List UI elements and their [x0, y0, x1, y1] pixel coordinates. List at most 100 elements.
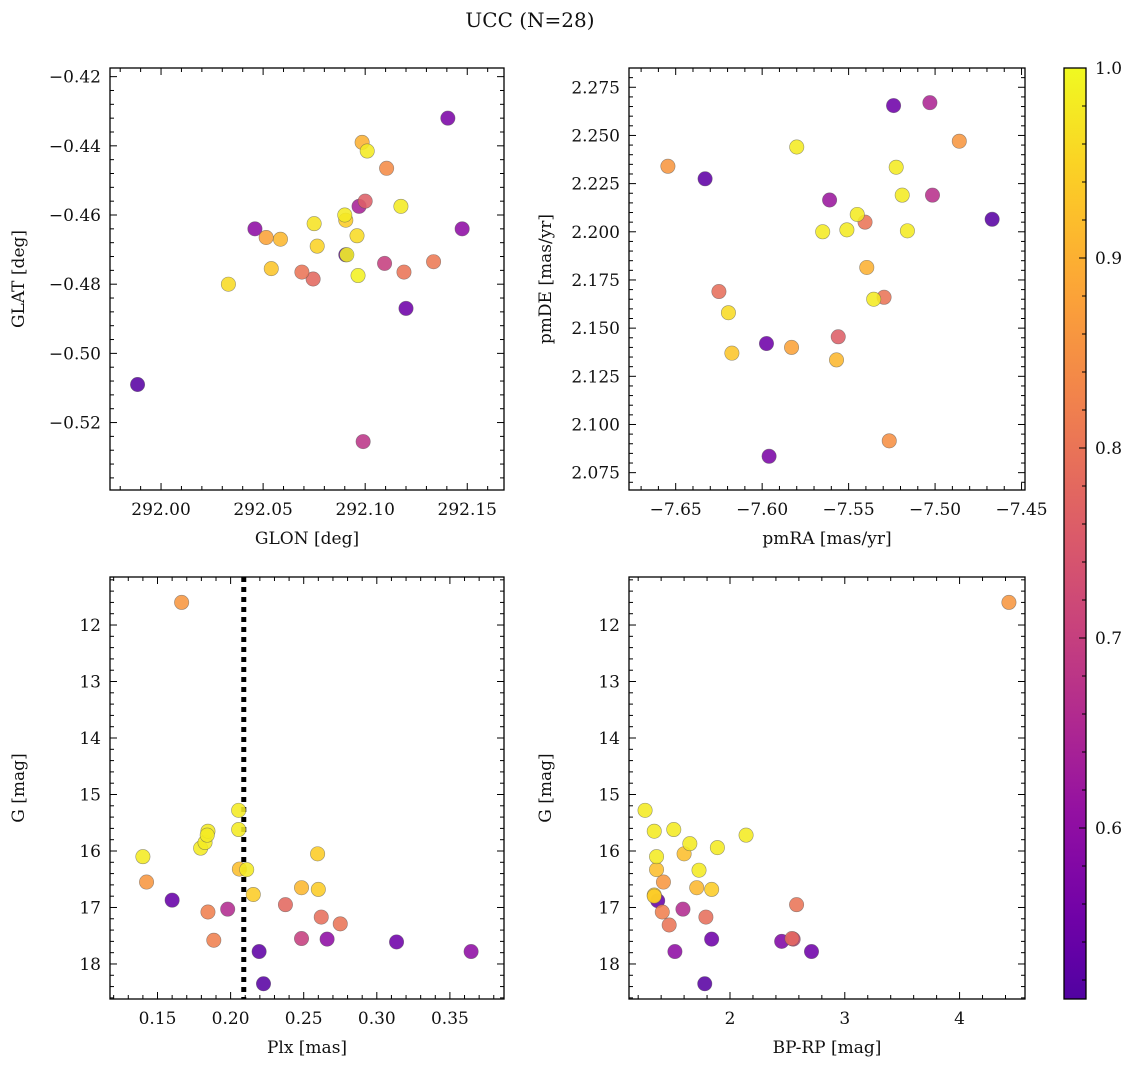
data-point [332, 916, 348, 932]
figure-title: UCC (N=28) [465, 8, 594, 32]
y-tick-label: 14 [598, 729, 620, 749]
data-point [761, 448, 777, 464]
colorbar-tick-label: 0.8 [1095, 439, 1122, 459]
y-tick-label: 12 [79, 616, 101, 636]
x-axis-label: pmRA [mas/yr] [762, 529, 891, 549]
data-point [200, 904, 216, 920]
y-tick-label: 13 [79, 673, 101, 693]
data-point [164, 892, 180, 908]
data-point [306, 216, 322, 232]
data-point [258, 229, 274, 245]
x-tick-label: 0.30 [358, 1009, 396, 1029]
scatter-panel-1: 292.00 292.05 292.10 292.15 −0.52 −0.50 −0.48 −… [9, 67, 505, 549]
colorbar-tick-label: 0.9 [1095, 249, 1122, 269]
data-point [313, 909, 329, 925]
data-point [130, 376, 146, 392]
data-point [239, 862, 255, 878]
x-tick-label: 0.35 [431, 1009, 469, 1029]
data-point [709, 840, 725, 856]
y-tick-label: 2.125 [571, 367, 620, 387]
data-point [251, 944, 267, 960]
axes-frame [628, 67, 1026, 491]
data-point [822, 192, 838, 208]
x-axis-label: BP-RP [mag] [773, 1038, 882, 1058]
data-point [789, 139, 805, 155]
data-point [984, 211, 1000, 227]
y-tick-label: 2.175 [571, 271, 620, 291]
data-point [349, 228, 365, 244]
x-tick-label: −7.60 [736, 500, 788, 520]
data-point [337, 207, 353, 223]
data-point [294, 931, 310, 947]
x-tick-label: −7.65 [650, 500, 702, 520]
y-axis-label: G [mag] [536, 753, 556, 822]
data-point [666, 822, 682, 838]
data-point [691, 862, 707, 878]
data-point [667, 944, 683, 960]
data-point [398, 300, 414, 316]
data-point [859, 259, 875, 275]
plot-area [660, 95, 1000, 464]
x-tick-label: 4 [954, 1009, 965, 1029]
y-tick-label: 17 [598, 898, 620, 918]
x-tick-label: −7.50 [909, 500, 961, 520]
y-tick-label: 2.275 [571, 78, 620, 98]
axis-ticks [629, 577, 1025, 999]
data-point [135, 849, 151, 865]
data-point [649, 849, 665, 865]
data-point [355, 434, 371, 450]
data-point [277, 897, 293, 913]
data-point [689, 880, 705, 896]
data-point [637, 802, 653, 818]
y-tick-label: 16 [598, 842, 620, 862]
data-point [675, 901, 691, 917]
data-point [463, 944, 479, 960]
data-point [661, 917, 677, 933]
data-point [319, 931, 335, 947]
axes-frame [109, 576, 505, 1000]
colorbar-tick-label: 0.6 [1095, 819, 1122, 839]
y-tick-label: 18 [79, 955, 101, 975]
axes-frame [628, 576, 1026, 1000]
data-point [199, 827, 215, 843]
data-point [350, 268, 366, 284]
data-point [339, 247, 355, 263]
y-tick-label: 12 [598, 616, 620, 636]
axis-ticks [110, 68, 504, 490]
data-point [309, 238, 325, 254]
y-tick-label: −0.48 [49, 275, 101, 295]
y-tick-label: 15 [79, 785, 101, 805]
data-point [789, 897, 805, 913]
y-axis-label: pmDE [mas/yr] [536, 214, 556, 344]
data-point [396, 264, 412, 280]
data-point [758, 336, 774, 352]
data-point [830, 329, 846, 345]
data-point [646, 823, 662, 839]
data-point [724, 345, 740, 361]
data-point [310, 846, 326, 862]
data-point [866, 291, 882, 307]
data-point [951, 133, 967, 149]
data-point [660, 158, 676, 174]
y-tick-label: −0.46 [49, 206, 101, 226]
axes-frame [109, 67, 505, 491]
data-point [294, 264, 310, 280]
data-point [389, 934, 405, 950]
x-tick-label: −7.45 [995, 500, 1047, 520]
data-point [379, 160, 395, 176]
data-point [698, 909, 714, 925]
data-point [886, 98, 902, 114]
data-point [697, 171, 713, 187]
data-point [256, 976, 272, 992]
data-point [231, 822, 247, 838]
colorbar-tick-label: 1.0 [1095, 59, 1122, 79]
data-point [174, 594, 190, 610]
data-point [654, 904, 670, 920]
plot-area [130, 110, 470, 450]
x-axis-label: Plx [mas] [267, 1038, 347, 1058]
data-point [888, 159, 904, 175]
data-point [881, 433, 897, 449]
y-tick-label: 2.250 [571, 126, 620, 146]
data-point [206, 932, 222, 948]
